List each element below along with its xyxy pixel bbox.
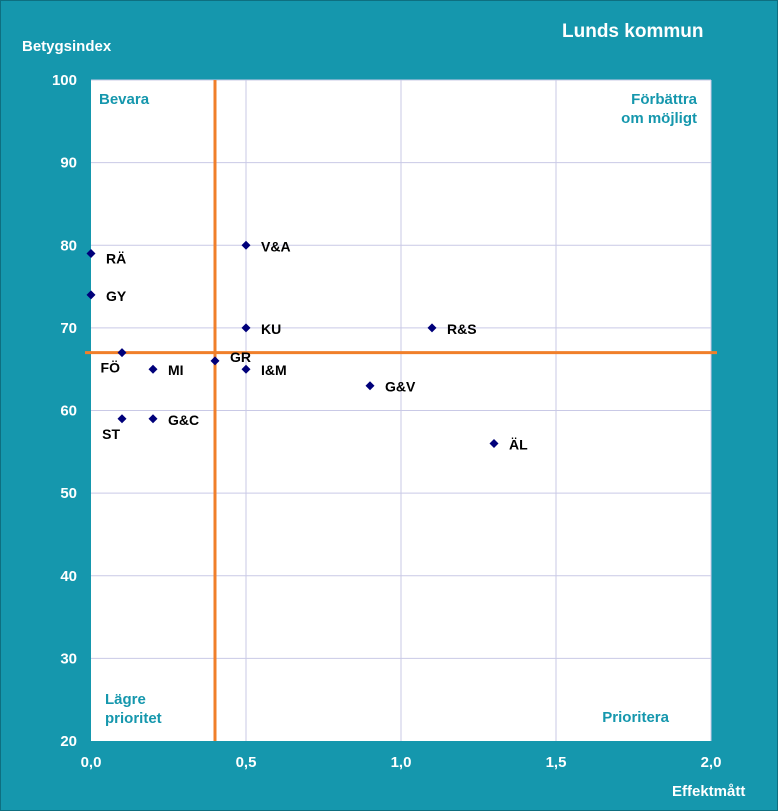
y-tick-label: 90 [60,155,77,172]
data-point-label: R&S [447,321,477,337]
data-point-marker [117,348,127,358]
y-tick-label: 20 [60,733,77,750]
data-points: RÄ GY FÖ ST MI G&C GR V&A KU I&M G&V R&S ÄL [86,238,528,453]
x-tick-label: 1,0 [391,754,412,771]
data-point-marker [86,290,96,300]
quadrant-labels: Bevara Förbättra om möjligt Lägre prioritet P… [99,91,698,727]
quadrant-label-bottom-left: Lägre [105,691,146,708]
x-tick-label: 1,5 [546,754,567,771]
quadrant-label-bottom-left: prioritet [105,710,162,727]
data-point-label: GY [106,288,127,304]
data-point-label: I&M [261,362,287,378]
data-point-marker [148,414,158,424]
data-point-marker [365,381,375,391]
data-point-label: G&V [385,379,416,395]
x-axis-title: Effektmått [672,783,745,800]
data-point-label: FÖ [101,360,121,376]
data-point-marker [148,364,158,374]
quadrant-label-bottom-right: Prioritera [602,709,669,726]
x-tick-label: 0,5 [236,754,257,771]
data-point-label: GR [230,349,251,365]
x-tick-label: 0,0 [81,754,102,771]
data-point-label: V&A [261,238,291,254]
data-point-label: MI [168,362,184,378]
data-point-label: RÄ [106,251,126,267]
quadrant-label-top-right: Förbättra [631,91,697,108]
y-tick-label: 40 [60,568,77,585]
data-point-marker [489,439,499,449]
data-point-label: ST [102,426,120,442]
data-point-marker [427,323,437,333]
y-tick-label: 80 [60,237,77,254]
grid-lines [91,79,712,741]
y-axis-title: Betygsindex [22,38,112,55]
x-tick-label: 2,0 [701,754,722,771]
y-tick-label: 70 [60,320,77,337]
reference-lines [85,80,717,741]
quadrant-label-top-right: om möjligt [621,110,697,127]
y-tick-label: 100 [52,72,77,89]
tick-labels: 20 30 40 50 60 70 80 90 100 0,0 0,5 1,0 1,5 2,0 [52,72,721,771]
data-point-marker [241,323,251,333]
data-point-marker [117,414,127,424]
y-tick-label: 60 [60,403,77,420]
chart-title: Lunds kommun [562,21,703,42]
data-point-label: KU [261,321,281,337]
data-point-marker [241,364,251,374]
quadrant-label-top-left: Bevara [99,91,150,108]
data-point-marker [86,249,96,259]
data-point-marker [210,356,220,366]
y-tick-label: 30 [60,650,77,667]
y-tick-label: 50 [60,485,77,502]
data-point-label: G&C [168,412,199,428]
data-point-marker [241,240,251,250]
data-point-label: ÄL [509,437,528,453]
